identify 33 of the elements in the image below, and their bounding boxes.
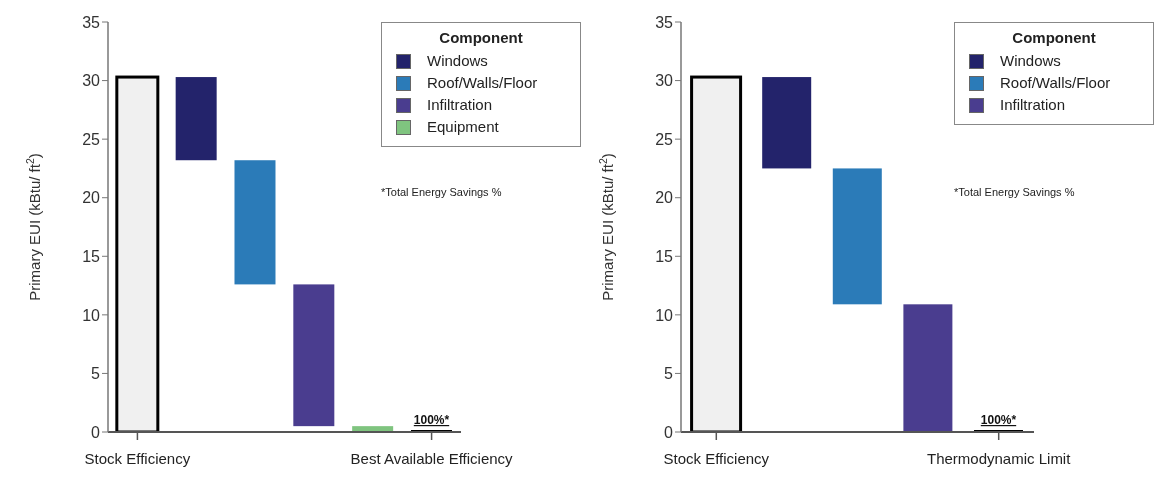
x-tick-label: Stock Efficiency bbox=[663, 450, 770, 467]
y-tick-label: 5 bbox=[91, 365, 101, 383]
annotation: *Total Energy Savings % bbox=[954, 186, 1076, 198]
y-tick-label: 35 bbox=[82, 13, 101, 31]
y-tick-label: 25 bbox=[82, 130, 101, 148]
legend-title: Component bbox=[438, 29, 524, 46]
y-tick-label: 20 bbox=[82, 189, 101, 207]
y-tick-label: 30 bbox=[82, 72, 101, 90]
x-tick-label: Best Available Efficiency bbox=[350, 450, 514, 467]
y-tick-label: 25 bbox=[655, 130, 674, 148]
legend-label: Equipment bbox=[427, 117, 499, 137]
x-tick-label: Thermodynamic Limit bbox=[927, 450, 1072, 467]
y-tick-label: 15 bbox=[655, 247, 674, 265]
y-tick-label: 10 bbox=[655, 306, 674, 324]
annotation: *Total Energy Savings % bbox=[381, 186, 503, 198]
y-tick-label: 15 bbox=[82, 247, 101, 265]
legend-label: Windows bbox=[1000, 51, 1061, 71]
legend-label: Roof/Walls/Floor bbox=[427, 73, 538, 93]
legend-label: Infiltration bbox=[427, 95, 493, 115]
y-tick-label: 35 bbox=[655, 13, 674, 31]
legend-label: Windows bbox=[427, 51, 488, 71]
annotation: 100%* bbox=[413, 413, 450, 427]
annotation: 100%* bbox=[980, 413, 1017, 427]
x-tick-label: Stock Efficiency bbox=[84, 450, 191, 467]
y-tick-label: 5 bbox=[664, 365, 674, 383]
y-tick-label: 20 bbox=[655, 189, 674, 207]
y-tick-label: 0 bbox=[664, 423, 674, 441]
legend-label: Infiltration bbox=[1000, 95, 1066, 115]
y-tick-label: 30 bbox=[655, 72, 674, 90]
legend-title: Component bbox=[1011, 29, 1097, 46]
legend-label: Roof/Walls/Floor bbox=[1000, 73, 1111, 93]
y-tick-label: 0 bbox=[91, 423, 101, 441]
y-tick-label: 10 bbox=[82, 306, 101, 324]
